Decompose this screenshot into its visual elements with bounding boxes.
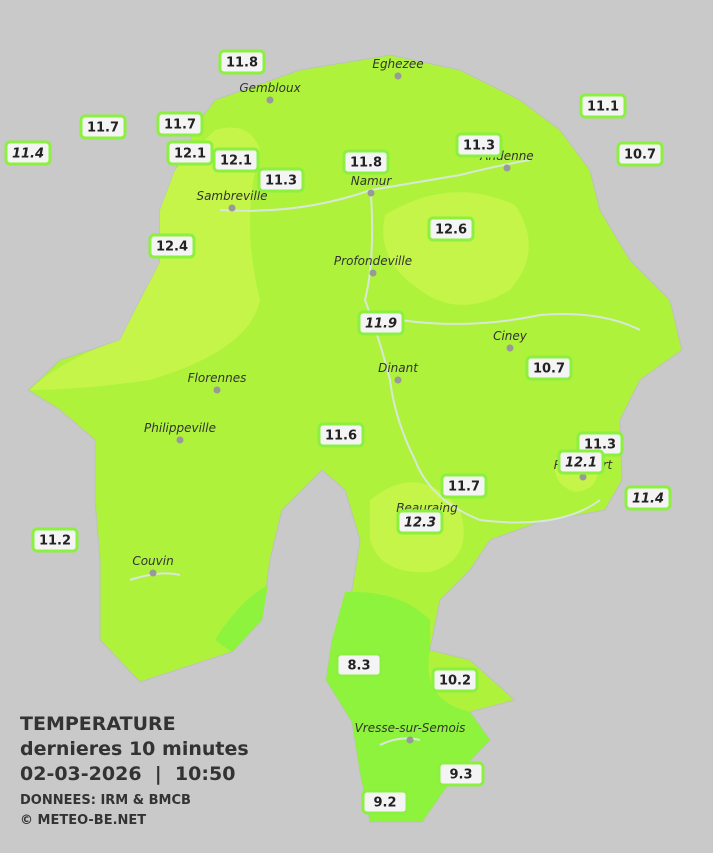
- timestamp: 02-03-2026 | 10:50: [20, 763, 235, 785]
- station-value: 11.1: [587, 100, 619, 115]
- station-box: [4, 140, 52, 166]
- city-label: Profondeville: [334, 254, 412, 268]
- city-label: Florennes: [188, 371, 247, 385]
- city-dot: [503, 164, 511, 172]
- city-label: Gembloux: [239, 81, 301, 95]
- title: TEMPERATURE: [20, 713, 176, 735]
- station-value: 12.4: [156, 240, 188, 255]
- warm-zone: [383, 192, 529, 305]
- city-dot: [394, 72, 402, 80]
- station-value: 12.1: [174, 147, 206, 162]
- subtitle: dernieres 10 minutes: [20, 738, 249, 760]
- station-box: [525, 355, 573, 381]
- city-label: Dinant: [378, 361, 419, 375]
- station-box: [579, 93, 627, 119]
- river: [129, 159, 641, 746]
- source: DONNEES: IRM & BMCB: [20, 793, 191, 808]
- station-box: [335, 652, 383, 678]
- station-value: 11.2: [39, 534, 71, 549]
- city-label: Namur: [351, 174, 393, 188]
- station-value: 11.3: [584, 438, 616, 453]
- warm-zone: [30, 127, 260, 390]
- city-label: Vresse-sur-Semois: [355, 721, 466, 735]
- station-box: [218, 49, 266, 75]
- station-value: 12.3: [404, 516, 436, 531]
- station-box: [396, 509, 444, 535]
- station-box: [624, 485, 672, 511]
- city-label: Sambreville: [196, 189, 267, 203]
- station-box: [212, 147, 260, 173]
- city-dot: [579, 473, 587, 481]
- station-box: [31, 527, 79, 553]
- station-value: 11.7: [164, 118, 196, 133]
- station-box: [166, 140, 214, 166]
- city-label: Ciney: [493, 329, 528, 343]
- city-label: Eghezee: [372, 57, 423, 71]
- city-label: Couvin: [132, 554, 173, 568]
- city-dot: [228, 204, 236, 212]
- station-box: [455, 132, 503, 158]
- city-dot: [213, 386, 221, 394]
- station-box: [437, 761, 485, 787]
- station-box: [557, 449, 605, 475]
- station-box: [257, 167, 305, 193]
- cool-zone: [215, 585, 268, 652]
- station-value: 11.8: [226, 56, 258, 71]
- station-box: [156, 111, 204, 137]
- station-value: 11.7: [448, 480, 480, 495]
- station-value: 11.4: [632, 492, 664, 507]
- station-value: 11.3: [463, 139, 495, 154]
- station-box: [317, 422, 365, 448]
- city-dot: [149, 569, 157, 577]
- station-box: [342, 149, 390, 175]
- city-dot: [506, 344, 514, 352]
- station-value: 12.6: [435, 223, 467, 238]
- city-dot: [367, 189, 375, 197]
- station-value: 10.2: [439, 674, 471, 689]
- station-value: 10.7: [533, 362, 565, 377]
- station-value: 11.7: [87, 121, 119, 136]
- station-value: 11.9: [365, 317, 397, 332]
- station-value: 11.4: [12, 147, 44, 162]
- station-value: 8.3: [347, 659, 370, 674]
- station-value: 12.1: [220, 154, 252, 169]
- station-value: 11.8: [350, 156, 382, 171]
- station-value: 11.3: [265, 174, 297, 189]
- station-value: 9.3: [449, 768, 472, 783]
- city-dot: [266, 96, 274, 104]
- station-box: [357, 310, 405, 336]
- station-value: 11.6: [325, 429, 357, 444]
- city-dot: [394, 376, 402, 384]
- copyright: © METEO-BE.NET: [20, 813, 146, 828]
- station-box: [361, 789, 409, 815]
- station-value: 12.1: [565, 456, 597, 471]
- station-box: [616, 141, 664, 167]
- city-dot: [176, 436, 184, 444]
- station-box: [440, 473, 488, 499]
- station-box: [148, 233, 196, 259]
- city-dot: [369, 269, 377, 277]
- station-box: [431, 667, 479, 693]
- station-box: [79, 114, 127, 140]
- station-value: 10.7: [624, 148, 656, 163]
- station-box: [427, 216, 475, 242]
- station-value: 9.2: [373, 796, 396, 811]
- city-label: Philippeville: [144, 421, 216, 435]
- city-dot: [406, 736, 414, 744]
